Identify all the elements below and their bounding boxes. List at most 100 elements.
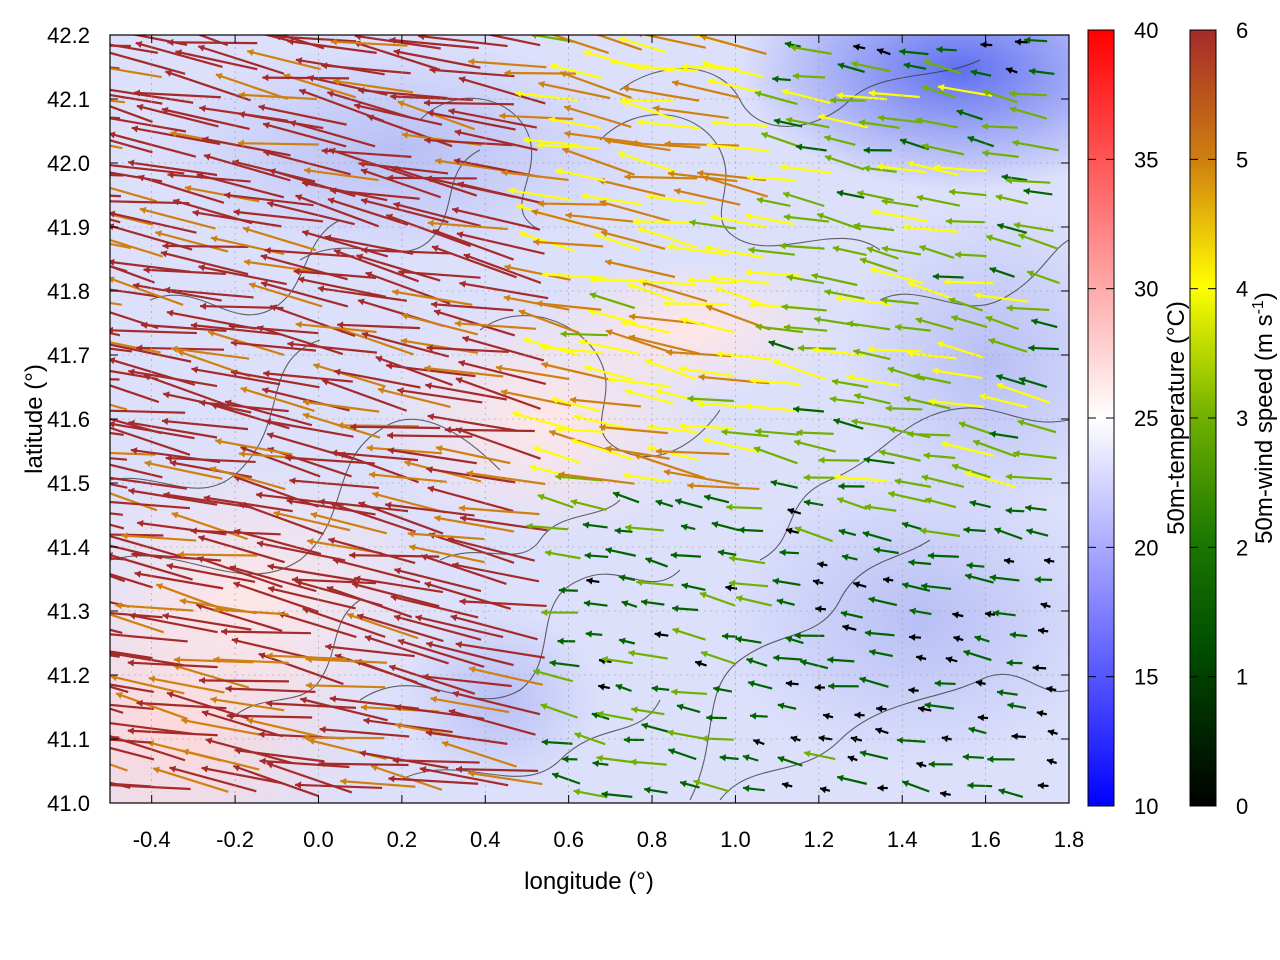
wind-arrow xyxy=(273,35,357,43)
wind-arrow xyxy=(793,405,825,413)
wind-arrow xyxy=(390,93,473,102)
wind-arrow xyxy=(711,119,768,128)
wind-arrow xyxy=(772,359,826,381)
wind-arrow xyxy=(110,171,163,183)
wind-arrow xyxy=(698,373,770,385)
wind-arrow xyxy=(719,754,739,762)
wind-arrow xyxy=(917,705,932,713)
wind-arrow xyxy=(988,337,1028,353)
wind-arrow xyxy=(115,692,187,720)
wind-arrow xyxy=(201,765,283,785)
y-tick-label: 42.1 xyxy=(47,87,90,112)
wind-arrow xyxy=(127,659,218,669)
wind-arrow xyxy=(901,521,922,531)
wind-arrow xyxy=(230,339,316,352)
wind-arrow xyxy=(246,48,322,71)
wind-arrow xyxy=(564,130,641,145)
wind-arrow xyxy=(924,701,955,710)
wind-arrow xyxy=(110,99,126,104)
wind-arrow xyxy=(173,656,254,664)
x-tick-label: 0.0 xyxy=(303,827,334,852)
wind-arrow xyxy=(919,527,961,538)
wind-arrow xyxy=(680,316,735,334)
wind-arrow xyxy=(916,761,927,769)
wind-arrow xyxy=(1043,557,1055,565)
wind-arrow xyxy=(541,608,579,617)
wind-arrow xyxy=(838,482,865,490)
wind-arrow xyxy=(787,507,802,515)
wind-arrow xyxy=(1013,450,1057,460)
wind-arrow xyxy=(964,573,994,584)
wind-arrow xyxy=(136,103,219,128)
wind-arrow xyxy=(463,253,542,284)
wind-arrow xyxy=(742,784,765,793)
wind-arrow xyxy=(152,766,229,793)
wind-arrow xyxy=(537,493,574,509)
wind-arrow xyxy=(370,764,443,791)
wind-arrow xyxy=(846,373,901,387)
wind-arrow xyxy=(468,665,544,686)
wind-arrow xyxy=(672,604,699,613)
wind-arrow xyxy=(175,49,258,71)
wind-arrow xyxy=(923,452,956,460)
wind-arrow xyxy=(454,129,538,152)
wind-arrow xyxy=(655,447,730,456)
wind-arrow xyxy=(640,63,699,72)
wind-arrow xyxy=(397,100,475,131)
wind-arrow xyxy=(248,282,323,308)
wind-arrow xyxy=(537,200,608,208)
wind-arrow xyxy=(1024,36,1048,44)
wind-arrow xyxy=(583,599,608,608)
wind-arrow xyxy=(921,142,965,156)
wind-arrow xyxy=(110,492,158,512)
wind-arrow xyxy=(777,702,797,710)
wind-arrow xyxy=(756,196,791,207)
wind-arrow xyxy=(298,88,385,123)
wind-arrow xyxy=(452,690,541,716)
wind-arrow xyxy=(587,308,637,324)
wind-arrow xyxy=(266,699,357,709)
wind-arrow xyxy=(295,781,383,790)
wind-arrow xyxy=(709,274,770,285)
wind-arrow xyxy=(287,340,378,354)
wind-arrow xyxy=(678,365,734,378)
wind-arrow xyxy=(170,345,250,360)
wind-arrow xyxy=(541,738,573,746)
wind-arrow xyxy=(617,151,677,173)
wind-arrow xyxy=(1036,709,1048,718)
wind-arrow xyxy=(687,276,737,284)
wind-arrow xyxy=(533,445,581,464)
wind-arrow xyxy=(1018,233,1059,250)
wind-arrow xyxy=(1009,90,1048,98)
wind-arrow xyxy=(706,714,727,722)
x-tick-label: 1.8 xyxy=(1054,827,1085,852)
wind-speed-colorbar-label: 50m-wind speed (m s-1) xyxy=(1250,292,1278,544)
wind-arrow xyxy=(110,633,188,643)
wind-arrow xyxy=(242,226,317,252)
wind-arrow xyxy=(262,121,347,148)
wind-arrow xyxy=(393,201,481,228)
wind-arrow xyxy=(866,246,899,260)
wind-arrow xyxy=(666,243,728,256)
wind-arrow xyxy=(713,685,733,693)
wind-arrow xyxy=(541,361,611,381)
wind-arrow xyxy=(920,582,952,591)
wind-arrow xyxy=(674,498,703,509)
wind-arrow xyxy=(785,116,830,129)
wind-arrow xyxy=(560,330,608,338)
wind-arrow xyxy=(1009,631,1028,639)
wind-arrow xyxy=(393,614,482,641)
wind-arrow xyxy=(110,341,161,354)
wind-arrow xyxy=(803,750,836,761)
wind-arrow xyxy=(604,259,676,279)
wind-arrow xyxy=(994,527,1023,540)
wind-arrow xyxy=(643,786,668,794)
wind-arrow xyxy=(538,80,611,100)
wind-arrow xyxy=(868,89,920,99)
wind-arrow xyxy=(259,757,350,769)
wind-arrow xyxy=(240,386,315,412)
wind-arrow xyxy=(615,683,632,693)
wind-arrow xyxy=(424,581,512,610)
wind-arrow xyxy=(349,551,440,559)
wind-arrow xyxy=(299,696,388,722)
